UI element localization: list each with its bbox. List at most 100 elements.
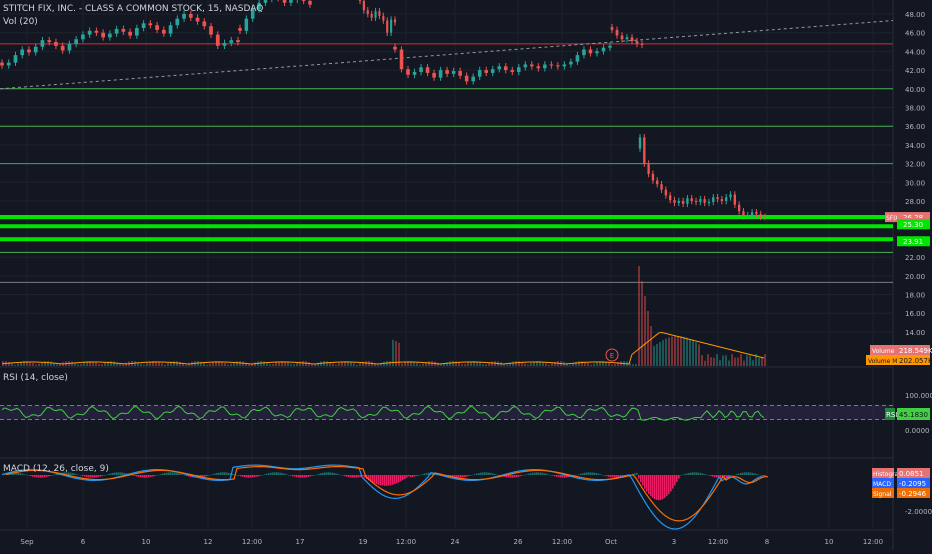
- candle-body[interactable]: [406, 69, 410, 75]
- candle-body[interactable]: [451, 71, 456, 74]
- candle-body[interactable]: [202, 21, 207, 27]
- earnings-marker[interactable]: [605, 348, 619, 362]
- candle-body[interactable]: [114, 28, 119, 34]
- candle-body[interactable]: [236, 40, 240, 43]
- candle-body[interactable]: [630, 37, 634, 42]
- candle-body[interactable]: [694, 201, 698, 202]
- candle-body[interactable]: [625, 37, 629, 40]
- candle-body[interactable]: [399, 49, 404, 70]
- trendline[interactable]: [0, 20, 894, 90]
- candle-body[interactable]: [620, 35, 624, 40]
- trendline-layer[interactable]: [0, 20, 894, 90]
- candle-body[interactable]: [703, 199, 706, 203]
- candle-body[interactable]: [250, 9, 255, 19]
- candle-body[interactable]: [141, 23, 146, 29]
- candle-body[interactable]: [759, 214, 762, 217]
- candle-body[interactable]: [289, 0, 293, 3]
- candle-body[interactable]: [27, 49, 31, 53]
- candle-body[interactable]: [549, 64, 554, 66]
- candle-body[interactable]: [161, 29, 166, 34]
- candle-body[interactable]: [67, 43, 72, 51]
- candle-body[interactable]: [497, 66, 502, 70]
- candle-body[interactable]: [222, 42, 227, 46]
- candle-body[interactable]: [74, 39, 79, 44]
- candle-body[interactable]: [569, 61, 573, 65]
- candle-body[interactable]: [668, 195, 672, 201]
- candle-body[interactable]: [712, 197, 715, 202]
- candle-body[interactable]: [562, 64, 567, 67]
- candle-body[interactable]: [664, 189, 668, 196]
- candle-body[interactable]: [374, 11, 377, 18]
- signal-line[interactable]: [5, 465, 769, 522]
- macd-pane[interactable]: -2.0000: [1, 464, 932, 530]
- candle-body[interactable]: [556, 65, 560, 67]
- candle-body[interactable]: [362, 0, 365, 11]
- candle-body[interactable]: [477, 70, 482, 77]
- candle-body[interactable]: [425, 67, 430, 73]
- candle-body[interactable]: [651, 173, 655, 181]
- candle-body[interactable]: [755, 212, 758, 215]
- candle-body[interactable]: [238, 28, 242, 31]
- candle-body[interactable]: [382, 15, 385, 21]
- candle-body[interactable]: [393, 46, 397, 50]
- candle-body[interactable]: [588, 49, 593, 54]
- candle-body[interactable]: [121, 28, 126, 32]
- candle-body[interactable]: [615, 29, 619, 36]
- candle-body[interactable]: [725, 197, 728, 201]
- candle-body[interactable]: [720, 199, 724, 201]
- candle-body[interactable]: [175, 18, 180, 26]
- candle-body[interactable]: [393, 19, 397, 23]
- candle-body[interactable]: [635, 41, 639, 44]
- candle-body[interactable]: [412, 71, 417, 75]
- candle-body[interactable]: [737, 204, 741, 212]
- candle-body[interactable]: [484, 70, 489, 73]
- candle-body[interactable]: [523, 64, 528, 68]
- candle-body[interactable]: [308, 0, 312, 5]
- candle-body[interactable]: [0, 62, 4, 66]
- candle-body[interactable]: [432, 72, 436, 78]
- candle-body[interactable]: [60, 45, 65, 51]
- candle-body[interactable]: [763, 216, 767, 218]
- candle-body[interactable]: [750, 212, 754, 216]
- candle-body[interactable]: [54, 42, 58, 46]
- candle-body[interactable]: [229, 40, 234, 43]
- candles-layer[interactable]: [0, 0, 767, 221]
- candle-body[interactable]: [503, 66, 508, 71]
- candle-body[interactable]: [6, 62, 11, 66]
- candle-body[interactable]: [471, 76, 475, 82]
- candle-body[interactable]: [358, 0, 362, 1]
- candle-body[interactable]: [108, 33, 112, 38]
- candle-body[interactable]: [47, 40, 52, 43]
- candle-body[interactable]: [510, 70, 515, 72]
- candle-body[interactable]: [378, 11, 381, 16]
- candle-body[interactable]: [257, 2, 261, 10]
- candle-body[interactable]: [677, 201, 680, 203]
- candle-body[interactable]: [656, 180, 659, 185]
- candle-body[interactable]: [716, 197, 719, 200]
- candle-body[interactable]: [282, 0, 287, 3]
- candle-body[interactable]: [135, 28, 139, 36]
- candle-body[interactable]: [673, 200, 676, 203]
- candle-body[interactable]: [530, 64, 534, 67]
- candle-body[interactable]: [733, 194, 737, 205]
- candle-body[interactable]: [742, 211, 745, 216]
- candle-body[interactable]: [601, 47, 606, 52]
- candle-body[interactable]: [182, 14, 186, 19]
- candle-body[interactable]: [128, 31, 132, 36]
- candle-body[interactable]: [20, 49, 25, 56]
- candle-body[interactable]: [87, 30, 92, 35]
- candle-body[interactable]: [707, 201, 711, 203]
- candle-body[interactable]: [638, 137, 642, 149]
- candle-body[interactable]: [746, 215, 749, 217]
- candle-body[interactable]: [155, 25, 159, 30]
- candle-body[interactable]: [40, 40, 45, 47]
- candle-body[interactable]: [543, 64, 547, 69]
- macd-line[interactable]: [1, 464, 765, 530]
- candle-body[interactable]: [94, 30, 99, 33]
- candle-body[interactable]: [690, 198, 693, 201]
- candle-body[interactable]: [458, 71, 462, 76]
- candle-body[interactable]: [419, 67, 423, 72]
